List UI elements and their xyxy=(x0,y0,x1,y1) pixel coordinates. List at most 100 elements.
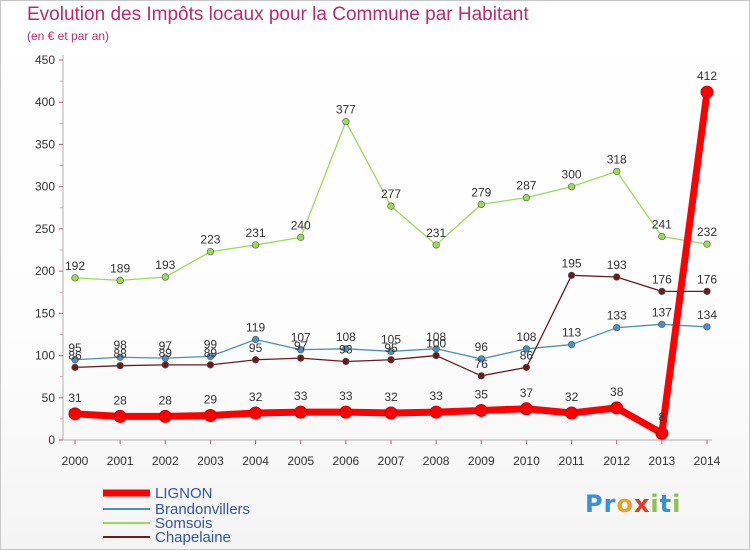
chart-title: Evolution des Impôts locaux pour la Comm… xyxy=(27,4,529,25)
data-label-lignon: 35 xyxy=(475,387,489,401)
data-label-lignon: 37 xyxy=(520,386,534,400)
logo-letter: t xyxy=(659,490,673,518)
legend-label-lignon: LIGNON xyxy=(155,485,213,502)
data-point-lignon xyxy=(700,85,714,99)
data-point-chapelaine xyxy=(161,361,169,369)
data-label-chapelaine: 89 xyxy=(204,346,218,360)
data-point-somsois xyxy=(71,274,79,282)
data-label-lignon: 32 xyxy=(249,390,263,404)
x-tick-label: 2003 xyxy=(197,454,224,468)
data-point-somsois xyxy=(477,200,485,208)
y-tick-label: 200 xyxy=(35,264,55,278)
data-point-lignon xyxy=(249,406,263,420)
x-tick-label: 2013 xyxy=(649,454,676,468)
data-point-chapelaine xyxy=(116,362,124,370)
data-label-somsois: 231 xyxy=(246,226,266,240)
x-tick-label: 2008 xyxy=(423,454,450,468)
x-tick-label: 2010 xyxy=(513,454,540,468)
data-label-chapelaine: 176 xyxy=(697,272,717,286)
data-label-chapelaine: 88 xyxy=(113,347,127,361)
data-label-chapelaine: 176 xyxy=(652,272,672,286)
x-tick-label: 2012 xyxy=(603,454,630,468)
chart-subtitle: (en € et par an) xyxy=(27,29,110,43)
data-point-chapelaine xyxy=(703,287,711,295)
x-tick-label: 2009 xyxy=(468,454,495,468)
data-label-chapelaine: 97 xyxy=(294,339,308,353)
data-label-chapelaine: 100 xyxy=(426,337,446,351)
y-tick-label: 0 xyxy=(48,433,55,447)
data-point-somsois xyxy=(116,276,124,285)
data-label-chapelaine: 93 xyxy=(339,342,353,356)
data-point-somsois xyxy=(161,273,169,281)
data-point-somsois xyxy=(342,118,350,126)
x-tick-label: 2006 xyxy=(333,454,360,468)
x-tick-label: 2007 xyxy=(378,454,405,468)
logo-letter: i xyxy=(650,490,660,518)
data-point-lignon xyxy=(610,401,624,415)
logo-letter: i xyxy=(672,490,682,518)
data-label-brandonvillers: 113 xyxy=(562,326,581,340)
data-point-somsois xyxy=(432,241,440,249)
data-label-somsois: 193 xyxy=(155,258,175,272)
logo-letter: P xyxy=(585,490,604,518)
data-label-brandonvillers: 108 xyxy=(516,330,536,344)
data-label-lignon: 29 xyxy=(204,393,218,407)
data-point-chapelaine xyxy=(567,271,576,279)
data-label-brandonvillers: 107 xyxy=(291,331,311,345)
data-point-somsois xyxy=(567,183,576,191)
data-point-brandonvillers xyxy=(703,323,711,331)
data-label-brandonvillers: 95 xyxy=(68,341,82,355)
data-label-brandonvillers: 108 xyxy=(336,330,356,344)
data-point-chapelaine xyxy=(658,287,666,295)
y-tick-label: 100 xyxy=(35,349,55,363)
data-label-brandonvillers: 97 xyxy=(159,339,173,353)
data-point-brandonvillers xyxy=(71,356,79,364)
data-point-brandonvillers xyxy=(206,352,215,361)
data-label-lignon: 28 xyxy=(113,393,127,407)
data-point-chapelaine xyxy=(206,361,215,369)
data-point-brandonvillers xyxy=(522,345,531,353)
data-point-lignon xyxy=(339,405,353,419)
data-label-lignon: 31 xyxy=(68,391,82,405)
legend-item-lignon: LIGNON xyxy=(103,485,213,502)
data-label-somsois: 318 xyxy=(607,152,627,166)
proxiti-logo: Proxiti xyxy=(585,490,681,518)
data-point-chapelaine xyxy=(71,363,79,371)
legend-label-brandonvillers: Brandonvillers xyxy=(155,501,250,518)
x-tick-label: 2011 xyxy=(559,454,585,468)
data-point-somsois xyxy=(613,167,621,176)
data-label-chapelaine: 89 xyxy=(159,346,173,360)
data-label-chapelaine: 76 xyxy=(475,357,489,371)
data-label-lignon: 412 xyxy=(697,69,717,83)
x-tick-label: 2002 xyxy=(152,454,179,468)
data-point-lignon xyxy=(68,407,82,421)
legend-item-somsois: Somsois xyxy=(103,515,213,532)
data-label-chapelaine: 193 xyxy=(607,258,627,272)
data-point-lignon xyxy=(655,426,669,440)
data-point-lignon xyxy=(294,405,308,419)
x-tick-label: 2000 xyxy=(62,454,89,468)
series-lignon: 31 28 28 29 32 33 33 32 33 35 37 32 38 8 412 xyxy=(68,69,717,440)
data-label-somsois: 192 xyxy=(65,259,85,273)
data-label-chapelaine: 195 xyxy=(562,256,582,270)
data-label-brandonvillers: 96 xyxy=(475,340,489,354)
data-label-somsois: 231 xyxy=(426,226,446,240)
y-tick-label: 300 xyxy=(35,180,55,194)
data-label-lignon: 33 xyxy=(294,389,308,403)
data-point-lignon xyxy=(158,409,172,423)
data-label-brandonvillers: 108 xyxy=(426,330,446,344)
data-point-somsois xyxy=(297,233,305,241)
data-label-brandonvillers: 133 xyxy=(607,309,627,323)
data-point-somsois xyxy=(206,248,215,256)
data-label-brandonvillers: 105 xyxy=(381,332,401,346)
data-point-chapelaine xyxy=(251,356,260,364)
data-label-brandonvillers: 99 xyxy=(204,337,218,351)
data-point-brandonvillers xyxy=(342,345,350,353)
y-tick-label: 150 xyxy=(35,306,55,320)
data-label-chapelaine: 86 xyxy=(68,348,82,362)
data-point-brandonvillers xyxy=(613,324,621,332)
data-point-somsois xyxy=(387,202,395,210)
x-tick-label: 2005 xyxy=(287,454,314,468)
data-point-somsois xyxy=(251,241,260,249)
